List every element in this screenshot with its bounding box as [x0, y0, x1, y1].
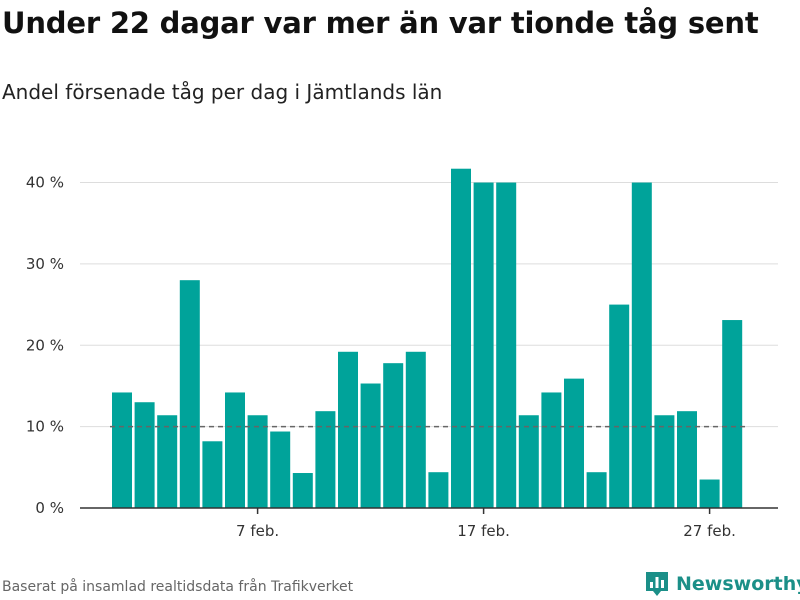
bar [247, 415, 268, 508]
chart-subtitle: Andel försenade tåg per dag i Jämtlands … [2, 80, 443, 104]
bar [496, 182, 517, 508]
bar [722, 320, 743, 508]
bar [631, 182, 652, 508]
brand-logo[interactable]: Newsworthy [644, 569, 800, 599]
bar [315, 411, 336, 508]
x-tick-label: 17 feb. [457, 522, 510, 540]
bar [473, 182, 494, 508]
bar [338, 351, 358, 508]
y-tick-label: 10 % [26, 418, 64, 436]
bar [292, 473, 313, 508]
bar [451, 168, 471, 509]
bar [225, 392, 245, 508]
bar [609, 304, 630, 508]
bar [202, 441, 223, 508]
bar [134, 402, 155, 508]
bar [360, 383, 381, 508]
bar [112, 392, 132, 508]
bar [383, 363, 404, 508]
x-axis-ticks: 7 feb. 17 feb. 27 feb. [236, 508, 736, 540]
bar [157, 415, 178, 508]
bar [564, 378, 584, 508]
x-tick-label: 7 feb. [236, 522, 279, 540]
y-tick-label: 40 % [26, 174, 64, 192]
bar [654, 415, 675, 508]
y-tick-label: 0 % [35, 499, 64, 517]
bar [699, 479, 720, 508]
bar [677, 411, 697, 508]
source-note: Baserat på insamlad realtidsdata från Tr… [2, 579, 354, 595]
brand-name: Newsworthy [676, 573, 800, 595]
chart-title: Under 22 dagar var mer än var tionde tåg… [2, 6, 759, 40]
y-tick-label: 20 % [26, 336, 64, 354]
y-tick-label: 30 % [26, 255, 64, 273]
bar [405, 351, 426, 508]
bar [179, 280, 200, 508]
newsworthy-logo-icon [646, 572, 668, 596]
bar [586, 472, 607, 508]
bar [428, 472, 449, 508]
bars [112, 168, 743, 509]
bar [541, 392, 562, 508]
y-axis-ticks: 0 % 10 % 20 % 30 % 40 % [26, 174, 64, 517]
bar [518, 415, 539, 508]
bar [270, 431, 291, 508]
x-tick-label: 27 feb. [683, 522, 736, 540]
